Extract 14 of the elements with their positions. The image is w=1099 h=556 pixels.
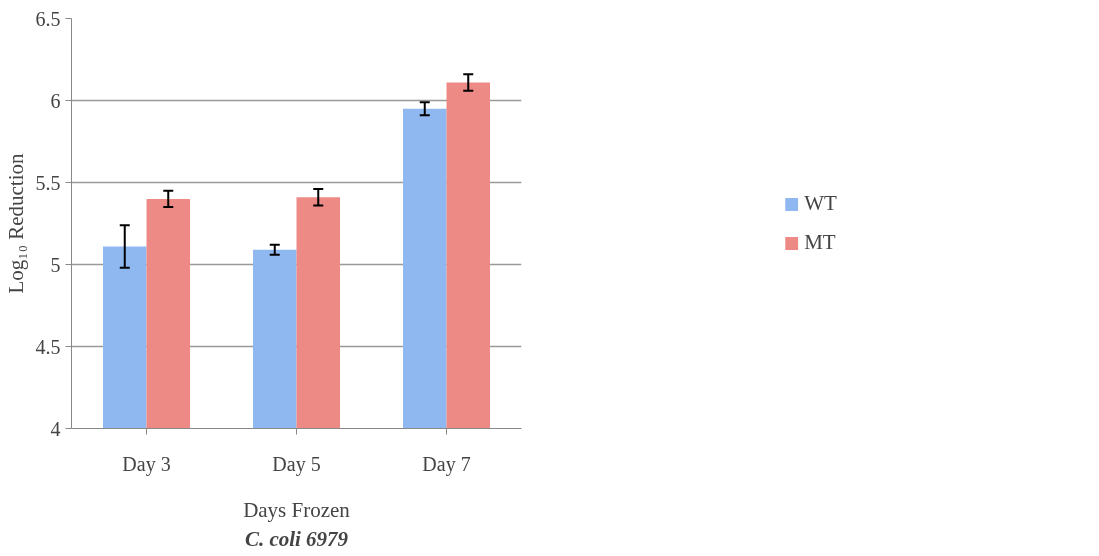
y-axis-title: Log₁₀ Reduction xyxy=(3,152,28,294)
text: C. coli 6979 xyxy=(244,526,349,551)
legend-label: WT xyxy=(804,191,837,216)
y-tick-label: 6.5 xyxy=(35,7,61,30)
y-tick-label: 6 xyxy=(50,89,61,112)
y-tick-label: 4 xyxy=(50,417,61,440)
y-tick-label: 5 xyxy=(50,253,61,276)
y-tick-label: 5.5 xyxy=(35,171,61,194)
x-tick-label: Day 3 xyxy=(122,452,171,476)
y-tick-label: 4.5 xyxy=(35,335,61,358)
x-tick-label: Day 7 xyxy=(422,452,471,476)
legend-label: MT xyxy=(804,230,836,255)
x-axis-title: Days Frozen xyxy=(243,497,351,522)
x-tick-label: Day 5 xyxy=(272,452,321,476)
